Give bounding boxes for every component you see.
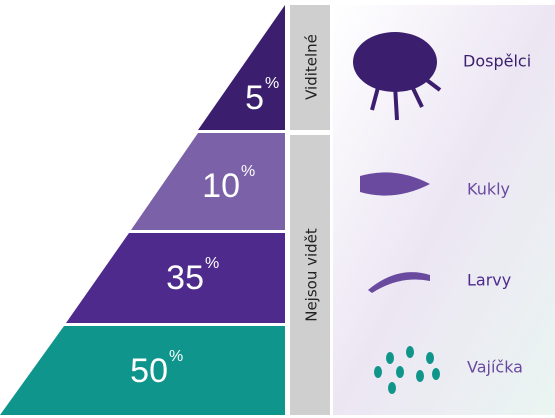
tier-number: 10 xyxy=(202,167,240,205)
tier-unit: % xyxy=(205,255,219,272)
stage-label: Vajíčka xyxy=(467,358,523,377)
visible-band xyxy=(290,5,330,130)
tier-unit: % xyxy=(265,75,279,92)
tier-unit: % xyxy=(169,348,183,365)
tier-number: 5 xyxy=(245,79,264,117)
tier-unit: % xyxy=(241,163,255,180)
tier-pupae xyxy=(131,133,285,230)
tier-larvae xyxy=(66,233,285,323)
pupa-icon xyxy=(360,172,430,196)
hidden-band xyxy=(290,135,330,415)
tier-adults xyxy=(198,5,285,130)
tier-eggs xyxy=(0,326,285,415)
eggs-icon xyxy=(374,346,440,394)
larva-icon xyxy=(368,272,430,293)
stage-label: Kukly xyxy=(467,180,510,199)
tier-number: 50 xyxy=(130,352,168,390)
flea-icon xyxy=(353,32,442,121)
tier-number: 35 xyxy=(166,259,204,297)
stage-label: Larvy xyxy=(467,271,511,290)
visible-label: Viditelné xyxy=(303,34,321,100)
stage-label: Dospělci xyxy=(463,52,531,71)
hidden-label: Nejsou vidět xyxy=(303,228,321,322)
